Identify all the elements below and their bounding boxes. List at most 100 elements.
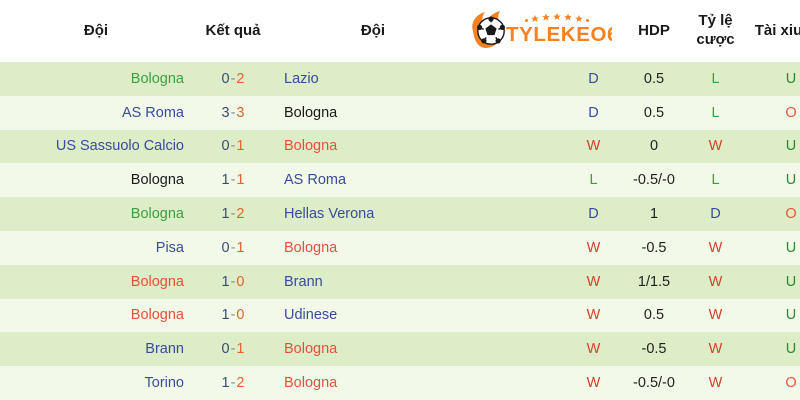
row-team1: Bologna bbox=[130, 206, 184, 223]
row-team1: Torino bbox=[144, 375, 185, 392]
row-handicap: 0.5 bbox=[643, 307, 665, 324]
row-team1: US Sassuolo Calcio bbox=[55, 138, 184, 155]
header-team2: Đội bbox=[360, 21, 386, 39]
table-row[interactable]: Bologna 0-2 Lazio D 0.5 L U bbox=[0, 62, 800, 96]
row-score-away: 0 bbox=[236, 273, 245, 290]
row-result-badge: W bbox=[586, 138, 601, 155]
row-odds-result: W bbox=[708, 341, 723, 358]
row-score-home: 1 bbox=[221, 172, 230, 189]
row-team2: Bologna bbox=[284, 138, 338, 155]
header-team1: Đội bbox=[83, 21, 109, 39]
table-row[interactable]: Torino 1-2 Bologna W -0.5/-0 W O bbox=[0, 366, 800, 400]
row-score: 1-0 bbox=[192, 274, 274, 290]
row-handicap: -0.5 bbox=[641, 341, 667, 358]
row-score-dash: - bbox=[230, 375, 236, 392]
row-handicap: -0.5/-0 bbox=[633, 375, 675, 392]
row-handicap: 1/1.5 bbox=[637, 273, 671, 290]
row-handicap: 0 bbox=[649, 138, 659, 155]
row-odds-result: W bbox=[708, 138, 723, 155]
row-result-badge: D bbox=[588, 70, 599, 87]
row-score-dash: - bbox=[230, 307, 236, 324]
row-score-away: 1 bbox=[236, 172, 245, 189]
row-handicap: 1 bbox=[649, 206, 659, 223]
row-team1: AS Roma bbox=[121, 104, 184, 121]
row-handicap: -0.5/-0 bbox=[633, 172, 675, 189]
row-score: 0-1 bbox=[192, 240, 274, 256]
row-team1: Bologna bbox=[130, 307, 184, 324]
row-score-home: 0 bbox=[221, 70, 230, 87]
row-result-badge: W bbox=[586, 307, 601, 324]
row-over-under: O bbox=[785, 375, 797, 392]
row-odds-result: W bbox=[708, 239, 723, 256]
row-odds-result: W bbox=[708, 307, 723, 324]
row-score: 1-0 bbox=[192, 307, 274, 323]
row-team2: AS Roma bbox=[284, 172, 347, 189]
row-over-under: U bbox=[785, 307, 797, 324]
header-over-under: Tài xiu 2.5 bbox=[754, 21, 800, 39]
row-score: 1-2 bbox=[192, 375, 274, 391]
row-odds-result: L bbox=[711, 172, 720, 189]
row-score-dash: - bbox=[230, 206, 236, 223]
row-score-dash: - bbox=[230, 104, 236, 121]
row-odds-result: W bbox=[708, 375, 723, 392]
row-score: 0-2 bbox=[192, 71, 274, 87]
row-score-dash: - bbox=[230, 273, 236, 290]
table-row[interactable]: Bologna 1-2 Hellas Verona D 1 D O bbox=[0, 197, 800, 231]
row-result-badge: W bbox=[586, 341, 601, 358]
row-odds-result: D bbox=[710, 206, 721, 223]
header-hdp: HDP bbox=[638, 21, 670, 39]
table-row[interactable]: Pisa 0-1 Bologna W -0.5 W U bbox=[0, 230, 800, 265]
row-team2: Brann bbox=[284, 273, 323, 290]
row-score-dash: - bbox=[230, 239, 236, 256]
row-handicap: -0.5 bbox=[641, 239, 667, 256]
row-team2: Bologna bbox=[284, 104, 338, 121]
table-row[interactable]: Bologna 1-0 Udinese W 0.5 W U bbox=[0, 298, 800, 333]
row-over-under: U bbox=[785, 341, 797, 358]
row-score-away: 1 bbox=[236, 341, 245, 358]
logo-wordmark: TYLEKEO66 bbox=[506, 23, 612, 46]
row-score-home: 1 bbox=[221, 273, 230, 290]
flame-soccer-ball-icon: TYLEKEO66 bbox=[472, 11, 612, 48]
row-result-badge: W bbox=[586, 375, 601, 392]
row-over-under: U bbox=[785, 273, 797, 290]
row-score-home: 0 bbox=[221, 341, 230, 358]
table-row[interactable]: Bologna 1-0 Brann W 1/1.5 W U bbox=[0, 264, 800, 299]
row-team2: Bologna bbox=[284, 341, 338, 358]
row-score: 0-1 bbox=[192, 341, 274, 357]
row-score: 0-1 bbox=[192, 138, 274, 154]
row-score: 1-1 bbox=[192, 172, 274, 188]
row-score-dash: - bbox=[230, 341, 236, 358]
row-score-away: 2 bbox=[236, 70, 245, 87]
row-handicap: 0.5 bbox=[643, 70, 665, 87]
header-odds-line2: cược bbox=[696, 31, 735, 48]
row-score-dash: - bbox=[230, 172, 236, 189]
row-result-badge: D bbox=[588, 206, 599, 223]
row-score-home: 1 bbox=[221, 375, 230, 392]
table-row[interactable]: Bologna 1-1 AS Roma L -0.5/-0 L U bbox=[0, 163, 800, 198]
row-result-badge: D bbox=[588, 104, 599, 121]
table-row[interactable]: US Sassuolo Calcio 0-1 Bologna W 0 W U bbox=[0, 129, 800, 164]
row-score-dash: - bbox=[230, 70, 236, 87]
table-row[interactable]: AS Roma 3-3 Bologna D 0.5 L O bbox=[0, 95, 800, 130]
header-odds-line1: Tỷ lệ bbox=[698, 12, 733, 30]
row-odds-result: L bbox=[711, 70, 720, 87]
row-team2: Bologna bbox=[284, 375, 338, 392]
table-row[interactable]: Brann 0-1 Bologna W -0.5 W U bbox=[0, 332, 800, 367]
row-score-away: 0 bbox=[236, 307, 245, 324]
row-team1: Pisa bbox=[155, 239, 184, 256]
row-score: 3-3 bbox=[192, 105, 274, 121]
row-result-badge: W bbox=[586, 239, 601, 256]
table-body: Bologna 0-2 Lazio D 0.5 L U AS Roma 3-3 Bologna D 0… bbox=[0, 62, 800, 400]
table-header-row: Đội Kết quả Đội bbox=[0, 0, 800, 62]
row-team2: Bologna bbox=[284, 239, 338, 256]
header-odds: Tỷ lệ cược bbox=[683, 12, 748, 50]
row-team1: Bologna bbox=[130, 70, 184, 87]
row-team1: Bologna bbox=[130, 273, 184, 290]
row-team2: Udinese bbox=[284, 307, 338, 324]
header-score: Kết quả bbox=[205, 21, 261, 39]
row-result-badge: W bbox=[586, 273, 601, 290]
row-score-dash: - bbox=[230, 138, 236, 155]
row-score-home: 3 bbox=[221, 104, 230, 121]
row-score-away: 2 bbox=[236, 206, 245, 223]
